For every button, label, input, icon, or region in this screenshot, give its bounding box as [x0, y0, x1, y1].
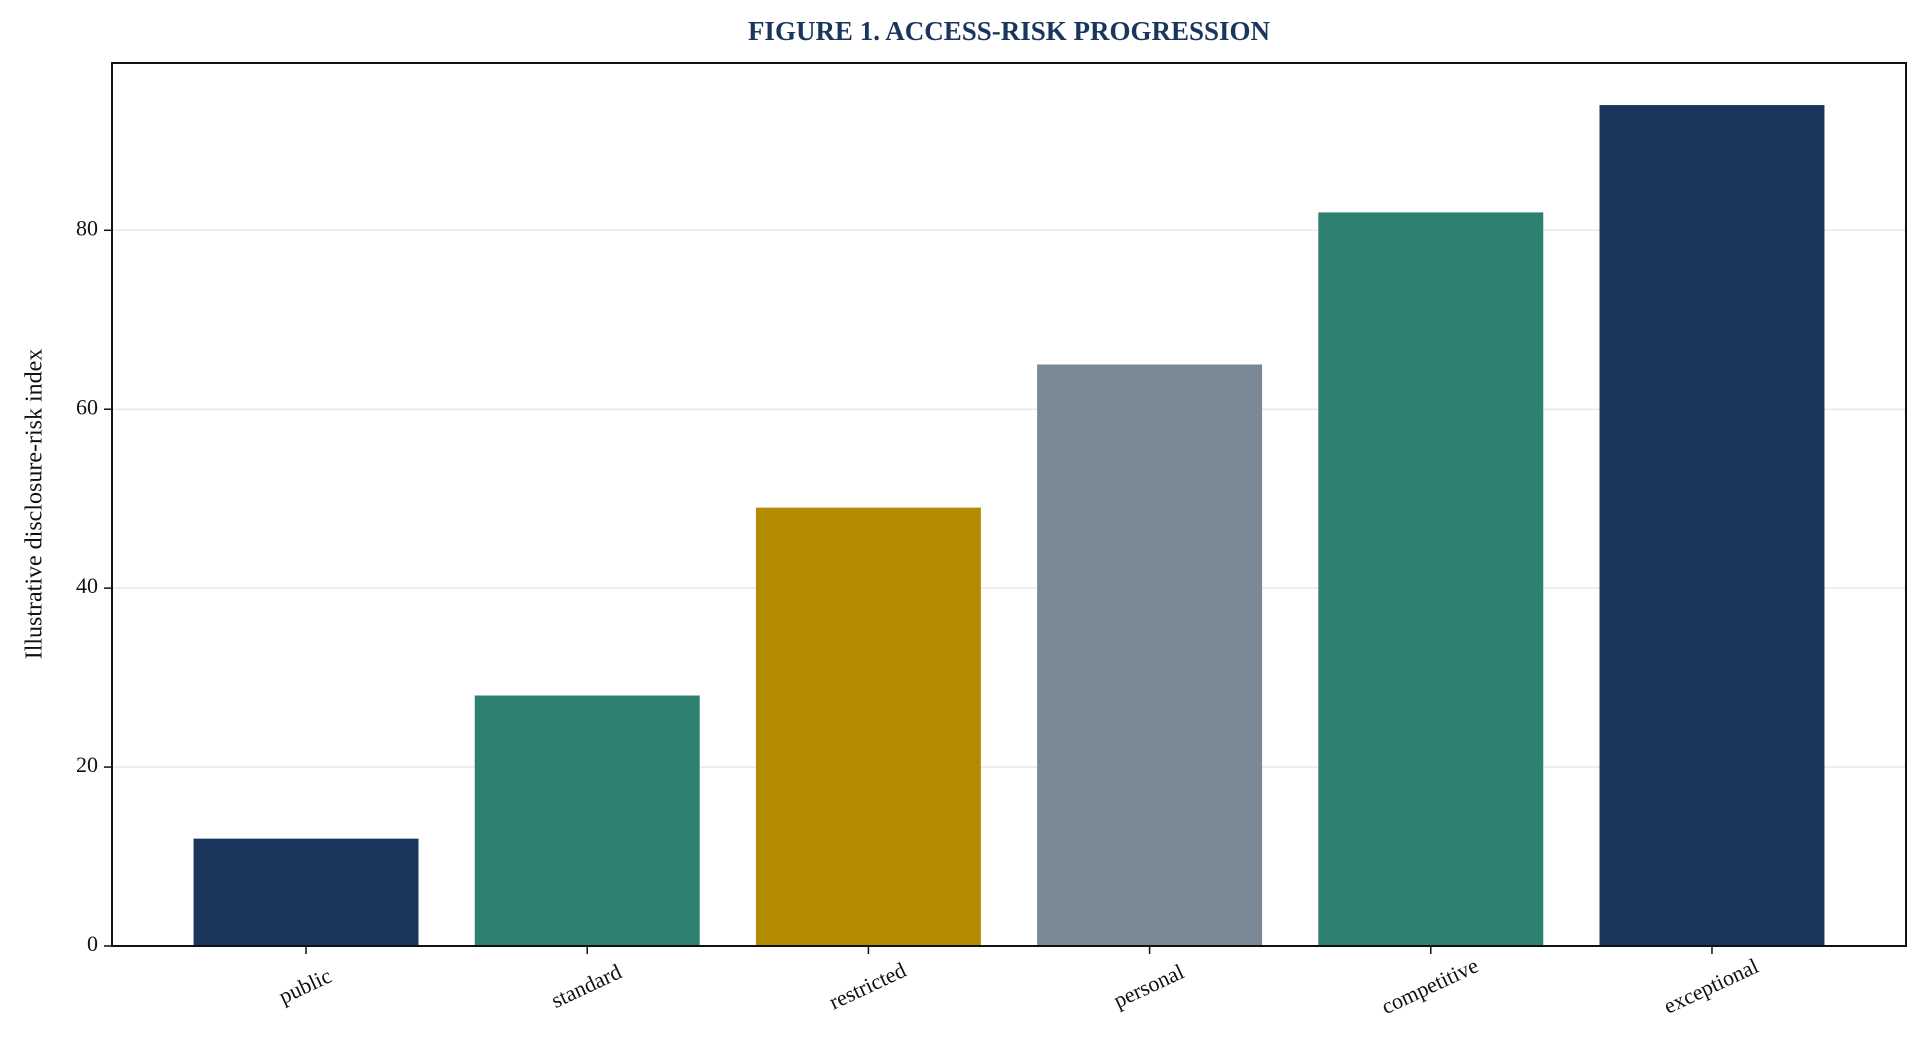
x-tick-label: public — [275, 963, 336, 1009]
y-tick-label: 60 — [76, 394, 98, 419]
y-tick-label: 20 — [76, 752, 98, 777]
y-axis-label: Illustrative disclosure-risk index — [22, 349, 48, 660]
x-tick-label: exceptional — [1660, 953, 1762, 1019]
chart-title: FIGURE 1. ACCESS-RISK PROGRESSION — [748, 16, 1271, 46]
bar — [1599, 105, 1825, 947]
y-tick-label: 80 — [76, 215, 98, 240]
bar — [193, 838, 419, 946]
bar — [474, 695, 700, 946]
bar — [1318, 212, 1544, 946]
y-tick-label: 0 — [87, 931, 98, 956]
y-tick-label: 40 — [76, 573, 98, 598]
bar — [755, 507, 981, 946]
plot-frame — [111, 62, 1907, 947]
x-tick-label: restricted — [825, 957, 910, 1014]
x-tick-label: competitive — [1377, 953, 1482, 1020]
x-tick-label: standard — [547, 959, 625, 1013]
x-tick-label: personal — [1110, 959, 1188, 1013]
bar — [1037, 364, 1263, 947]
